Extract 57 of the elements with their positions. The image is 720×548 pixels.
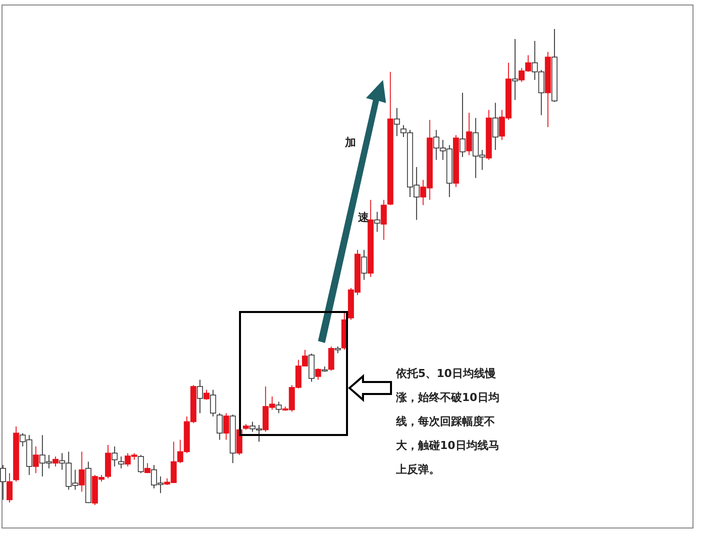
- candlestick: [52, 456, 59, 467]
- candlestick: [105, 444, 112, 479]
- candlestick: [512, 38, 518, 100]
- candlestick: [256, 424, 262, 442]
- candlestick: [262, 386, 269, 432]
- candlestick: [223, 412, 230, 440]
- candlestick: [39, 434, 46, 477]
- annotation: 依托5、10日均线慢涨，始终不破10日均线，每次回踩幅度不大，触碰10日均线马上反弹。: [396, 366, 500, 478]
- candlestick: [276, 401, 282, 414]
- candlestick: [420, 179, 426, 206]
- candlestick: [492, 102, 498, 150]
- candlestick: [308, 353, 315, 382]
- candlestick: [177, 439, 184, 464]
- candlestick: [196, 379, 203, 414]
- candlestick: [118, 456, 124, 469]
- candlestick: [288, 384, 295, 412]
- candlestick: [479, 149, 486, 170]
- candlestick: [440, 139, 446, 160]
- candlestick: [538, 69, 544, 116]
- candlestick: [525, 54, 532, 72]
- candlestick: [498, 109, 505, 140]
- candlestick: [380, 199, 387, 240]
- candlestick: [66, 451, 72, 490]
- annotation: 加: [345, 136, 356, 149]
- candlestick: [32, 446, 39, 474]
- candlestick: [46, 454, 52, 469]
- candlestick: [216, 412, 223, 440]
- candlestick: [394, 108, 400, 137]
- candlestick: [269, 396, 276, 410]
- candlestick: [433, 129, 440, 160]
- candlestick: [315, 368, 322, 380]
- annotation: 速: [358, 211, 369, 224]
- candlestick: [374, 211, 380, 232]
- candlestick: [158, 476, 164, 494]
- candlestick: [72, 469, 78, 490]
- candlestick: [59, 452, 66, 470]
- candlestick: [295, 359, 302, 389]
- candlestick: [302, 349, 308, 367]
- candlestick: [361, 249, 368, 280]
- candlestick: [6, 472, 13, 504]
- candlestick: [460, 92, 466, 158]
- candlestick: [532, 40, 538, 80]
- candlestick: [472, 118, 479, 178]
- candlestick: [518, 68, 525, 82]
- candlestick: [150, 464, 157, 489]
- candlestick: [20, 432, 26, 447]
- candlestick: [466, 112, 472, 156]
- candlestick: [112, 446, 118, 467]
- candlestick: [124, 452, 131, 467]
- candlestick: [400, 124, 406, 138]
- candlestick: [0, 464, 6, 500]
- candlestick: [170, 441, 177, 484]
- candlestick: [204, 389, 210, 400]
- candlestick: [249, 421, 256, 432]
- candlestick: [414, 166, 420, 220]
- candlestick: [210, 389, 216, 417]
- candlestick: [78, 451, 85, 492]
